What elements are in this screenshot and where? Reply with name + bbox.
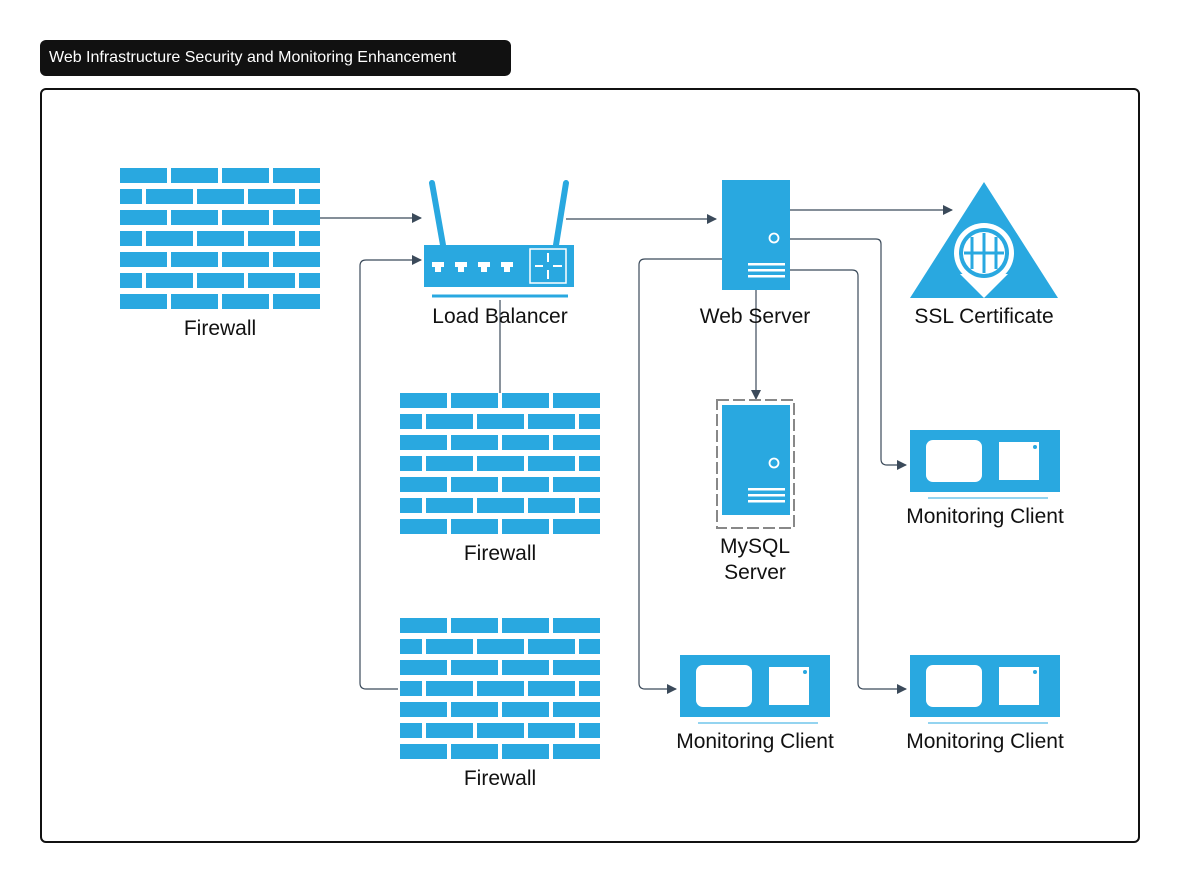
server-icon [721,179,791,291]
firewall-3[interactable]: Firewall [400,618,600,790]
monitoring-client-1[interactable]: Monitoring Client [906,429,1064,528]
monitor-icon [909,654,1061,724]
mysql-server[interactable]: MySQL Server [716,399,795,584]
connectors [320,205,953,694]
firewall-3-label: Firewall [464,767,536,790]
monitoring-client-2-label: Monitoring Client [676,730,834,753]
monitor-icon [679,654,831,724]
certificate-icon [910,182,1058,298]
web-server[interactable]: Web Server [700,179,811,328]
mysql-server-label-line2: Server [724,561,786,584]
diagram-title: Web Infrastructure Security and Monitori… [40,40,511,76]
web-server-label: Web Server [700,305,811,328]
edge-web-server-to-monitoring-client-1 [790,238,907,470]
edge-firewall-3-to-load-balancer [359,255,422,690]
firewall-1[interactable]: Firewall [120,168,320,340]
monitoring-client-3[interactable]: Monitoring Client [906,654,1064,753]
firewall-icon [120,168,320,313]
ssl-certificate[interactable]: SSL Certificate [910,182,1058,328]
firewall-2-label: Firewall [464,542,536,565]
edge-web-server-to-monitoring-client-3 [790,269,907,694]
monitoring-client-3-label: Monitoring Client [906,730,1064,753]
ssl-certificate-label: SSL Certificate [914,305,1053,328]
database-server-icon [716,399,795,529]
router-icon [424,180,574,298]
monitor-icon [909,429,1061,499]
load-balancer[interactable]: Load Balancer [424,180,574,328]
diagram-frame [40,88,1140,843]
firewall-icon [400,393,600,538]
firewall-1-label: Firewall [184,317,256,340]
monitoring-client-2[interactable]: Monitoring Client [676,654,834,753]
mysql-server-label-line1: MySQL [720,535,790,558]
firewall-icon [400,618,600,763]
edge-web-server-to-monitoring-client-2 [638,258,722,694]
monitoring-client-1-label: Monitoring Client [906,505,1064,528]
load-balancer-label: Load Balancer [432,305,567,328]
firewall-2[interactable]: Firewall [400,393,600,565]
